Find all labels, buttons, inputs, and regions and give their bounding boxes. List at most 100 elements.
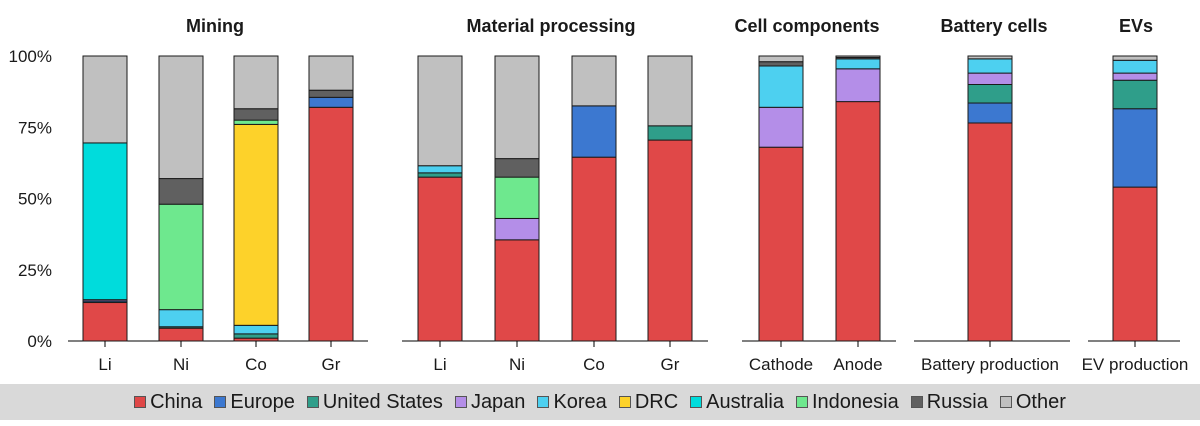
bar-segment-other	[571, 55, 617, 107]
bar-segment-korea	[417, 165, 463, 174]
legend-item-australia: Australia	[690, 391, 784, 414]
x-tick-label: Co	[583, 355, 605, 374]
legend-label: Japan	[470, 390, 526, 413]
bar-segment-other	[308, 55, 354, 91]
group-title: Cell components	[734, 16, 879, 36]
x-tick-label: Battery production	[921, 355, 1059, 374]
bar-segment-us	[1112, 79, 1158, 110]
bar-segment-other	[494, 55, 540, 160]
bar-segment-indonesia	[158, 203, 204, 311]
bar-segment-china	[494, 239, 540, 342]
y-tick-label: 0%	[27, 332, 52, 351]
legend-item-china: China	[134, 391, 202, 414]
bar-segment-indonesia	[233, 119, 279, 125]
legend-item-indonesia: Indonesia	[795, 390, 899, 414]
bar-segment-us	[233, 333, 279, 339]
legend-label: Australia	[706, 390, 784, 413]
legend-label: China	[150, 390, 203, 413]
x-tick-label: Ni	[173, 355, 189, 374]
x-tick-label: Li	[433, 355, 446, 374]
bar-segment-russia	[233, 108, 279, 121]
legend-swatch	[306, 396, 319, 408]
legend-swatch	[454, 396, 467, 408]
bar-segment-china	[158, 327, 204, 342]
group-title: Mining	[186, 16, 244, 36]
x-tick-label: Li	[98, 355, 111, 374]
bar-segment-china	[82, 302, 128, 342]
bar-segment-indonesia	[494, 176, 540, 219]
bar-segment-china	[308, 106, 354, 342]
bar-segment-china	[1112, 186, 1158, 342]
legend-item-other: Other	[999, 390, 1066, 414]
bar-segment-japan	[1112, 72, 1158, 81]
bar-segment-china	[417, 176, 463, 342]
bar-segment-other	[82, 55, 128, 144]
bar-segment-russia	[758, 61, 804, 67]
legend-swatch	[795, 396, 808, 408]
legend-item-korea: Korea	[537, 390, 607, 414]
bar-segment-korea	[758, 65, 804, 108]
legend-swatch	[618, 396, 631, 408]
legend-swatch	[134, 396, 147, 408]
bar-segment-australia	[82, 142, 128, 301]
legend-label: United States	[322, 390, 443, 413]
bar-segment-japan	[835, 68, 881, 103]
bar-segment-other	[647, 55, 693, 127]
legend-swatch	[999, 396, 1012, 408]
bar-segment-other	[417, 55, 463, 167]
y-tick-label: 100%	[9, 47, 52, 66]
y-tick-label: 25%	[18, 261, 52, 280]
bar-segment-korea	[158, 309, 204, 328]
legend: China Europe United States Japan Korea DRC Aus…	[0, 384, 1200, 420]
x-tick-label: Cathode	[749, 355, 813, 374]
legend-item-japan: Japan	[454, 390, 526, 414]
bar-segment-europe	[1112, 108, 1158, 188]
bar-segment-korea	[835, 58, 881, 70]
legend-label: Korea	[553, 390, 607, 413]
bar-segment-other	[233, 55, 279, 110]
legend-label: Europe	[230, 390, 295, 413]
legend-item-russia: Russia	[910, 390, 988, 414]
legend-label: Other	[1015, 390, 1066, 413]
group-title: EVs	[1119, 16, 1153, 36]
stacked-bar-chart: 0% 25% 50% 75% 100% Mining Li Ni Co Gr Material pr…	[9, 16, 1189, 374]
legend-item-drc: DRC	[618, 390, 679, 414]
legend-swatch	[910, 396, 923, 408]
y-tick-label: 75%	[18, 118, 52, 137]
group-title: Battery cells	[940, 16, 1047, 36]
legend-swatch	[537, 396, 550, 408]
x-tick-label: EV production	[1082, 355, 1189, 374]
bar-segment-japan	[758, 106, 804, 148]
bar-segment-china	[967, 122, 1013, 342]
y-tick-label: 50%	[18, 190, 52, 209]
x-tick-label: Gr	[661, 355, 680, 374]
legend-swatch	[690, 396, 703, 408]
x-tick-label: Gr	[322, 355, 341, 374]
x-tick-label: Co	[245, 355, 267, 374]
bar-segment-russia	[494, 158, 540, 178]
bar-segment-china	[647, 139, 693, 342]
bar-segment-europe	[308, 96, 354, 108]
legend-label: DRC	[634, 390, 679, 413]
legend-swatch	[214, 396, 227, 408]
bar-segment-europe	[967, 102, 1013, 124]
bar-segment-drc	[233, 123, 279, 326]
bar-segment-other	[835, 55, 881, 58]
bar-segment-japan	[494, 217, 540, 241]
bar-segment-other	[967, 55, 1013, 60]
legend-item-us: United States	[306, 390, 443, 414]
legend-item-europe: Europe	[214, 391, 295, 414]
bar-segment-other	[758, 55, 804, 63]
bar-segment-russia	[158, 178, 204, 205]
legend-label: Russia	[926, 390, 988, 413]
bar-segment-korea	[233, 324, 279, 335]
bar-segment-china	[571, 156, 617, 342]
group-title: Material processing	[466, 16, 635, 36]
bar-segment-korea	[1112, 59, 1158, 74]
bar-segment-europe	[571, 105, 617, 158]
bar-segment-us	[417, 172, 463, 178]
bar-segment-china	[835, 101, 881, 342]
legend-label: Indonesia	[811, 390, 899, 413]
bar-segment-other	[158, 55, 204, 180]
bar-segment-japan	[967, 72, 1013, 85]
